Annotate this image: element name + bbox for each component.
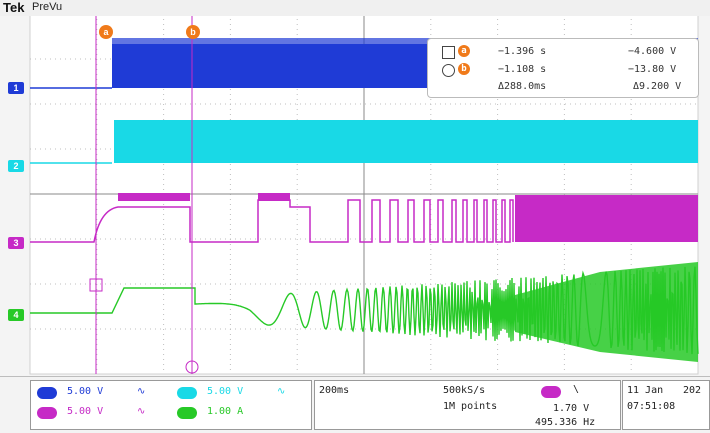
cursor-a-row: a −1.396 s −4.600 V xyxy=(428,45,698,61)
ch3-dense-band xyxy=(515,195,698,242)
cursor-b-badge: b xyxy=(458,63,470,75)
brand-logo: Tek xyxy=(3,0,25,15)
cursor-a-badge: a xyxy=(458,45,470,57)
time: 07:51:08 xyxy=(627,401,676,412)
ch1-burst-top xyxy=(112,38,698,44)
cursor-delta-row: Δ288.0ms Δ9.200 V xyxy=(428,81,698,97)
trigger-slope-icon: \ xyxy=(573,384,580,395)
delta-time: Δ288.0ms xyxy=(498,81,547,92)
ch2-ground-marker[interactable]: 2 xyxy=(8,160,24,172)
ch2-pill-icon[interactable] xyxy=(177,387,197,399)
trigger-source-pill-icon[interactable] xyxy=(541,386,561,398)
ch4-dense-envelope xyxy=(515,262,698,362)
ch2-scale[interactable]: 5.00 V xyxy=(207,386,244,397)
timebase[interactable]: 200ms xyxy=(319,385,350,396)
ch3-ground-marker[interactable]: 3 xyxy=(8,237,24,249)
cursor-a-time: −1.396 s xyxy=(498,46,547,57)
cursor-b-voltage: −13.80 V xyxy=(628,64,677,75)
ch1-pill-icon[interactable] xyxy=(37,387,57,399)
ch4-scale[interactable]: 1.00 A xyxy=(207,406,244,417)
date: 11 Jan xyxy=(627,385,664,396)
acquisition-panel: 200ms 500kS/s 1M points \ 1.70 V 495.336… xyxy=(314,380,621,430)
ch3-top-band-1 xyxy=(118,193,190,201)
cursor-b-time: −1.108 s xyxy=(498,64,547,75)
ch2-burst-band xyxy=(114,120,698,163)
ch2-bandwidth-icon: ∿ xyxy=(277,386,286,397)
record-length: 1M points xyxy=(443,401,498,412)
sample-rate: 500kS/s xyxy=(443,385,486,396)
cursor-readout-panel: a −1.396 s −4.600 V b −1.108 s −13.80 V … xyxy=(427,38,699,98)
year: 202 xyxy=(683,385,702,396)
trigger-frequency: 495.336 Hz xyxy=(535,417,596,428)
top-bar: Tek PreVu xyxy=(0,0,710,16)
acquisition-mode: PreVu xyxy=(32,1,63,13)
ch3-pwm-trace xyxy=(30,199,514,243)
ch3-scale[interactable]: 5.00 V xyxy=(67,406,104,417)
cursor-a-marker[interactable]: a xyxy=(99,25,113,39)
delta-voltage: Δ9.200 V xyxy=(633,81,682,92)
ch3-pill-icon[interactable] xyxy=(37,407,57,419)
cursor-b-circle-icon xyxy=(442,64,455,77)
ch4-ground-marker[interactable]: 4 xyxy=(8,309,24,321)
cursor-b-row: b −1.108 s −13.80 V xyxy=(428,63,698,79)
ch1-scale[interactable]: 5.00 V xyxy=(67,386,104,397)
cursor-a-voltage: −4.600 V xyxy=(628,46,677,57)
cursor-a-square-marker xyxy=(89,278,103,292)
ch1-ground-marker[interactable]: 1 xyxy=(8,82,24,94)
datetime-panel: 11 Jan 202 07:51:08 xyxy=(622,380,710,430)
trigger-level[interactable]: 1.70 V xyxy=(553,403,590,414)
ch3-bandwidth-icon: ∿ xyxy=(137,406,146,417)
cursor-b-marker[interactable]: b xyxy=(186,25,200,39)
ch1-bandwidth-icon: ∿ xyxy=(137,386,146,397)
ch3-top-band-2 xyxy=(258,193,290,201)
channel-scale-panel: 5.00 V ∿ 5.00 V ∿ 5.00 V ∿ 1.00 A xyxy=(30,380,312,430)
ch4-pill-icon[interactable] xyxy=(177,407,197,419)
cursor-b-circle-marker xyxy=(185,360,199,374)
status-bar: 5.00 V ∿ 5.00 V ∿ 5.00 V ∿ 1.00 A 200ms … xyxy=(0,376,710,433)
cursor-a-square-icon xyxy=(442,46,455,59)
